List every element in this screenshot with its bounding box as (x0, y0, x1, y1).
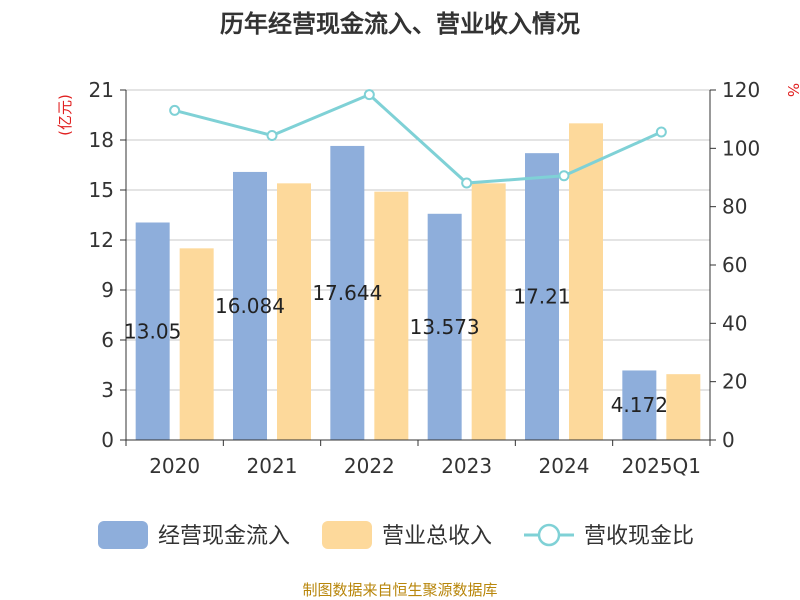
cash-inflow-bar (233, 171, 267, 440)
x-tick-label: 2023 (441, 454, 492, 478)
right-tick-label: 80 (722, 195, 747, 219)
cash-inflow-data-label: 16.084 (215, 294, 285, 318)
right-tick-label: 60 (722, 253, 747, 277)
cash-inflow-data-label: 13.573 (410, 315, 480, 339)
revenue-bar (471, 183, 506, 441)
cash-inflow-bar (330, 145, 365, 440)
ratio-point (558, 170, 570, 182)
ratio-point (461, 177, 473, 189)
revenue-bar (374, 191, 409, 440)
legend-label-revenue: 营业总收入 (382, 524, 492, 549)
cash-inflow-data-label: 13.05 (124, 319, 181, 343)
right-axis-unit: % (784, 83, 800, 97)
cash-inflow-bar (622, 370, 657, 440)
right-tick-label: 120 (722, 78, 760, 102)
chart-title: 历年经营现金流入、营业收入情况 (220, 10, 580, 38)
x-tick-label: 2021 (247, 454, 298, 478)
ratio-point (266, 130, 278, 141)
legend-swatch-ratio-marker (537, 523, 561, 547)
x-tick-label: 2020 (149, 454, 200, 478)
x-tick-label: 2025Q1 (622, 454, 701, 478)
cash-inflow-data-label: 17.644 (312, 281, 382, 305)
cash-inflow-data-label: 17.21 (513, 285, 570, 309)
axes: 0 3 6 9 12 15 18 21 0 20 40 60 80 100 120 2020 2021 2022 2… (89, 78, 761, 478)
revenue-bar (277, 183, 311, 441)
legend-swatch-revenue (322, 521, 372, 549)
x-tick-label: 2022 (344, 454, 395, 478)
ratio-line-path (174, 92, 662, 185)
ratio-point (655, 126, 667, 138)
left-tick-label: 12 (89, 228, 114, 252)
right-tick-label: 0 (722, 428, 735, 452)
revenue-bar (179, 248, 214, 440)
right-tick-label: 100 (722, 136, 760, 160)
left-tick-label: 9 (101, 278, 114, 302)
revenue-bar (569, 123, 603, 440)
ratio-point (363, 89, 375, 101)
legend-label-cash-inflow: 经营现金流入 (158, 524, 290, 549)
legend: 经营现金流入 营业总收入 营收现金比 (98, 521, 694, 549)
cash-inflow-bar (525, 153, 559, 440)
revenue-bar (666, 374, 701, 440)
left-tick-label: 3 (101, 378, 114, 402)
cash-inflow-data-label: 4.172 (611, 393, 668, 417)
right-tick-label: 20 (722, 370, 747, 394)
left-axis-unit: (亿元) (56, 94, 74, 136)
left-tick-label: 15 (89, 178, 114, 202)
source-note: 制图数据来自恒生聚源数据库 (302, 581, 497, 599)
data-labels: 13.05 16.084 17.644 13.573 17.21 4.172 (124, 281, 668, 417)
bars (135, 123, 701, 441)
ratio-point (169, 104, 181, 116)
legend-swatch-cash-inflow (98, 521, 148, 549)
cash-inflow-bar (427, 213, 462, 440)
left-tick-label: 21 (89, 78, 114, 102)
cash-inflow-bar (135, 222, 170, 440)
ratio-line (169, 89, 667, 189)
x-tick-label: 2024 (539, 454, 590, 478)
right-tick-label: 40 (722, 311, 747, 335)
legend-label-ratio: 营收现金比 (584, 524, 694, 549)
left-tick-label: 18 (89, 128, 114, 152)
left-tick-label: 0 (101, 428, 114, 452)
left-tick-label: 6 (101, 328, 114, 352)
